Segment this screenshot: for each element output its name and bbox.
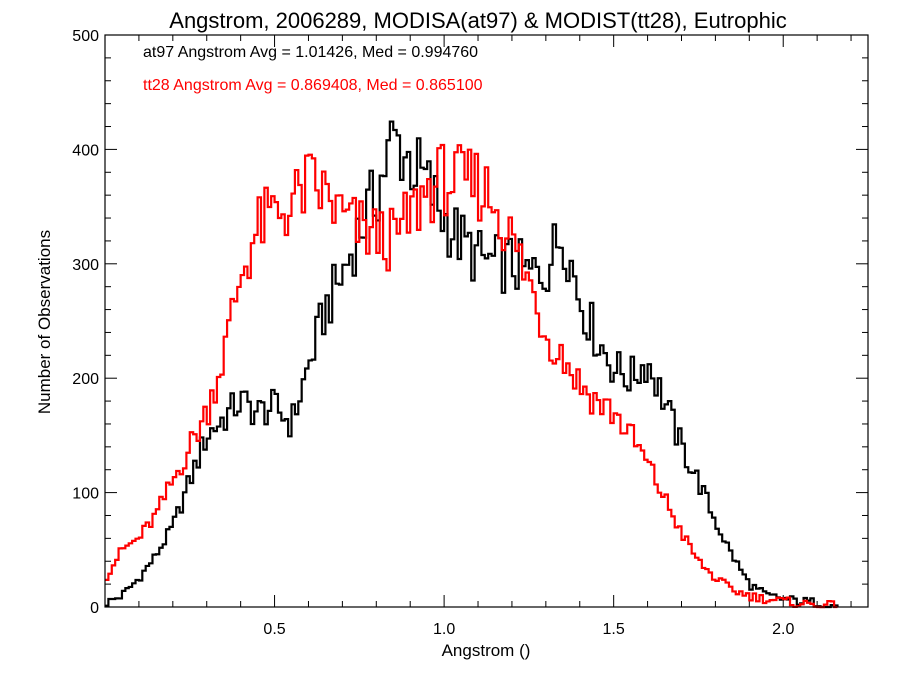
legend-entry-at97: at97 Angstrom Avg = 1.01426, Med = 0.994… — [143, 44, 478, 61]
y-tick-label: 300 — [72, 257, 99, 274]
x-tick-label: 2.0 — [772, 621, 794, 638]
plot-area — [105, 35, 868, 609]
series-line-at97 — [105, 120, 839, 609]
y-tick-label: 200 — [72, 371, 99, 388]
x-tick-label: 1.5 — [603, 621, 625, 638]
y-tick-label: 100 — [72, 486, 99, 503]
x-tick-label: 0.5 — [263, 621, 285, 638]
chart-title: Angstrom, 2006289, MODISA(at97) & MODIST… — [169, 8, 786, 33]
y-tick-label: 500 — [72, 28, 99, 45]
x-tick-label: 1.0 — [433, 621, 455, 638]
y-tick-label: 400 — [72, 142, 99, 159]
y-tick-label: 0 — [90, 600, 99, 617]
plot-frame — [104, 34, 869, 608]
x-axis-label: Angstrom () — [442, 641, 531, 660]
series-line-tt28 — [105, 143, 838, 609]
legend-entry-tt28: tt28 Angstrom Avg = 0.869408, Med = 0.86… — [143, 77, 483, 94]
y-axis-label: Number of Observations — [35, 230, 54, 414]
